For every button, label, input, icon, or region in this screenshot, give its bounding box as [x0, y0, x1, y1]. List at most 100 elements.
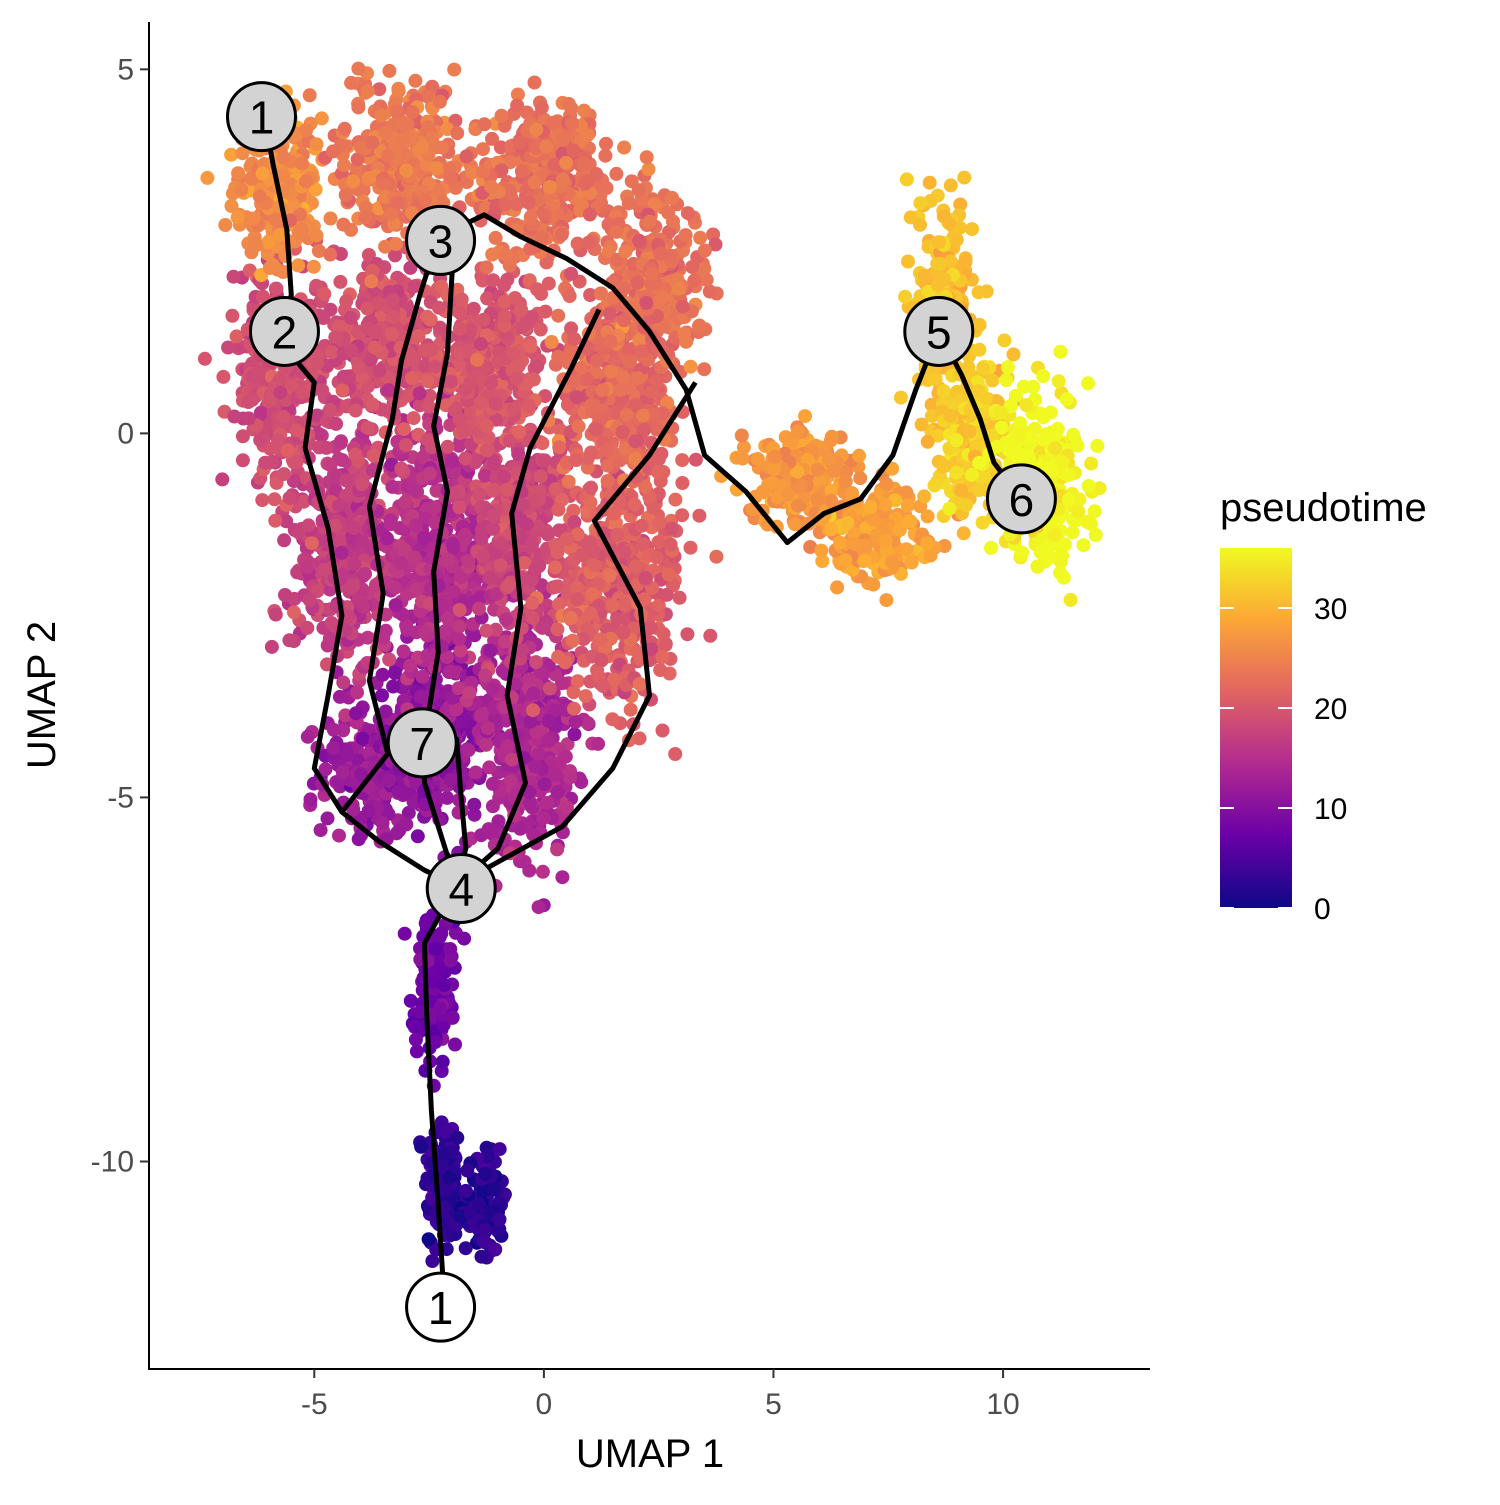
cell-point	[365, 397, 380, 412]
cell-point	[383, 206, 398, 221]
cell-point	[347, 557, 362, 572]
cell-point	[541, 734, 556, 749]
cell-point	[653, 663, 668, 677]
cell-point	[245, 392, 260, 407]
cell-point	[499, 612, 514, 627]
cell-point	[605, 712, 620, 727]
cell-point	[271, 433, 286, 448]
cell-point	[600, 458, 615, 473]
cell-point	[658, 638, 673, 653]
cell-point	[430, 161, 445, 176]
cell-point	[552, 440, 567, 455]
cell-point	[425, 1254, 440, 1268]
cell-point	[215, 472, 230, 487]
cell-point	[482, 760, 497, 775]
cell-point	[458, 451, 473, 466]
cell-point	[583, 606, 598, 621]
cell-point	[435, 1159, 449, 1173]
cell-point	[254, 405, 268, 420]
cell-point	[448, 1037, 462, 1052]
cell-point	[680, 627, 695, 642]
cell-point	[388, 598, 403, 613]
cell-point	[452, 321, 467, 336]
cell-point	[244, 245, 259, 260]
cell-point	[409, 518, 424, 533]
cell-point	[396, 644, 411, 659]
cell-point	[399, 817, 414, 832]
cell-point	[247, 233, 262, 248]
cell-point	[435, 140, 450, 155]
cell-point	[355, 477, 369, 492]
cell-point	[294, 156, 309, 171]
cell-point	[492, 1222, 507, 1237]
cell-point	[428, 1035, 443, 1049]
cell-point	[403, 993, 418, 1008]
cell-point	[550, 622, 565, 637]
cell-point	[567, 332, 582, 346]
cell-point	[385, 479, 400, 494]
cell-point	[415, 669, 430, 684]
cell-point	[347, 521, 361, 535]
cell-point	[287, 605, 301, 620]
cell-point	[234, 182, 249, 197]
cell-point	[323, 247, 338, 262]
cell-point	[460, 1163, 475, 1178]
cell-point	[561, 474, 576, 489]
cell-point	[578, 689, 593, 704]
cell-point	[649, 374, 664, 389]
cell-point	[485, 682, 500, 697]
cell-point	[566, 685, 581, 700]
cell-point	[485, 776, 500, 791]
cell-point	[452, 603, 467, 617]
cell-point	[323, 211, 338, 226]
cell-point	[497, 469, 512, 484]
cell-point	[580, 716, 595, 731]
cell-point	[585, 587, 600, 601]
cell-point	[638, 571, 653, 586]
cell-point	[448, 403, 463, 418]
cell-point	[332, 828, 346, 843]
cell-point	[521, 398, 536, 413]
cell-point	[487, 1182, 502, 1197]
cell-point	[302, 592, 317, 607]
cell-point	[421, 1232, 436, 1247]
cell-point	[440, 611, 455, 626]
cell-point	[474, 1249, 489, 1264]
cell-point	[529, 725, 544, 740]
cell-point	[434, 926, 449, 941]
cell-point	[692, 508, 707, 523]
cell-point	[488, 1242, 503, 1257]
cell-point	[375, 816, 390, 830]
cell-point	[432, 1001, 447, 1016]
cell-point	[486, 509, 501, 523]
cell-point	[438, 1182, 453, 1197]
cell-point	[525, 610, 540, 625]
cell-point	[300, 620, 315, 635]
cell-point	[426, 974, 440, 989]
cell-point	[355, 731, 370, 746]
cell-point	[547, 768, 562, 783]
cell-point	[522, 863, 537, 878]
cell-point	[386, 293, 400, 308]
cell-point	[473, 395, 488, 410]
cell-point	[511, 446, 526, 461]
cell-point	[221, 340, 236, 355]
cell-point	[286, 455, 301, 470]
cell-point	[558, 655, 573, 670]
cell-point	[584, 480, 598, 495]
cell-point	[403, 658, 418, 673]
cell-point	[563, 770, 577, 785]
cell-point	[361, 804, 376, 818]
cell-point	[446, 540, 461, 555]
cell-point	[493, 558, 508, 573]
cell-point	[268, 281, 283, 296]
cell-point	[587, 558, 602, 573]
cell-point	[523, 796, 537, 811]
cell-point	[410, 829, 425, 844]
cell-point	[428, 941, 443, 956]
cell-point	[225, 308, 240, 323]
cell-point	[476, 549, 490, 564]
cell-point	[599, 443, 614, 457]
cell-point	[328, 330, 343, 345]
cell-point	[443, 374, 458, 389]
